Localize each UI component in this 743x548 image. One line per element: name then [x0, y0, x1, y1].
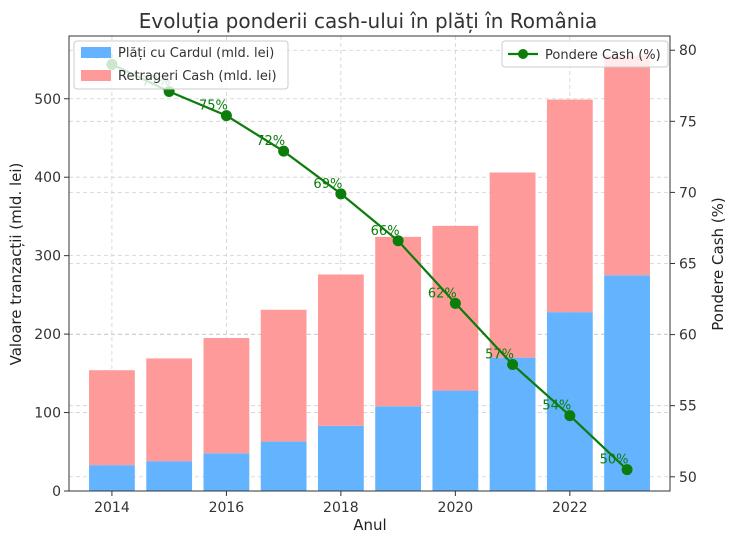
legend-swatch-marker	[518, 49, 528, 59]
y-axis-ticks: 0 100 200 300 400 500	[34, 92, 69, 500]
y-tick-label: 200	[34, 327, 61, 343]
bar-card-2020	[432, 390, 479, 491]
percent-label-2020: 62%	[428, 286, 457, 301]
x-tick-label: 2018	[323, 500, 359, 516]
legend-bars: Plăți cu Cardul (mld. lei) Retrageri Cas…	[73, 40, 289, 90]
percent-label-2016: 75%	[199, 99, 228, 114]
bar-cash-2019	[375, 236, 422, 407]
cash-share-polyline	[111, 63, 628, 471]
bar-cash-2015	[146, 358, 193, 462]
y2-axis-label: Pondere Cash (%)	[709, 197, 727, 331]
bar-card-2019	[375, 406, 422, 491]
bar-cash-2014	[89, 370, 135, 466]
percent-label-2019: 66%	[371, 224, 400, 239]
x-axis-ticks: 2014 2016 2018 2020 2022	[94, 491, 588, 516]
percent-label-2018: 69%	[313, 177, 342, 192]
cash-share-point-2023	[621, 464, 633, 476]
legend-swatch-card	[81, 47, 111, 58]
bar-cash-2022	[546, 99, 593, 313]
y2-tick-label: 55	[679, 399, 697, 415]
x-axis-label: Anul	[353, 516, 386, 534]
y-tick-label: 500	[34, 92, 61, 108]
legend-swatch-cash	[81, 70, 111, 81]
bar-card-2014	[89, 465, 135, 491]
legend-label-card: Plăți cu Cardul (mld. lei)	[118, 46, 274, 61]
bar-cash-2017	[260, 309, 307, 442]
y2-tick-label: 70	[679, 185, 697, 201]
cash-share-point-2017	[278, 145, 290, 157]
legend-frame	[73, 40, 289, 90]
bar-cash-2021	[489, 172, 536, 358]
bar-card-2015	[146, 461, 193, 491]
percent-label-2017: 72%	[256, 134, 285, 149]
cash-share-point-2018	[335, 188, 347, 200]
y-tick-label: 300	[34, 249, 61, 265]
y2-tick-label: 75	[679, 114, 697, 130]
bars	[89, 55, 650, 491]
cash-share-point-2020	[449, 297, 461, 309]
y-axis-label: Valoare tranzacții (mld. lei)	[7, 163, 25, 366]
cash-share-point-2022	[564, 410, 576, 422]
cash-share-point-2021	[507, 358, 519, 370]
bar-cash-2018	[317, 274, 364, 426]
x-tick-label: 2022	[552, 500, 588, 516]
cash-share-line	[106, 58, 633, 476]
y-tick-label: 400	[34, 170, 61, 186]
bar-card-2016	[203, 453, 250, 491]
legend-label-line: Pondere Cash (%)	[545, 48, 661, 63]
percent-label-2023: 50%	[600, 453, 629, 468]
y2-tick-label: 50	[679, 470, 697, 486]
y2-tick-label: 80	[679, 43, 697, 59]
y-tick-label: 0	[52, 484, 61, 500]
percent-label-2021: 57%	[485, 347, 514, 362]
bar-card-2017	[260, 441, 307, 491]
y2-axis-ticks: 50 55 60 65 70 75 80	[670, 43, 697, 486]
cash-share-point-2016	[220, 110, 232, 122]
legend-label-cash: Retrageri Cash (mld. lei)	[118, 69, 277, 84]
legend-frame	[501, 40, 669, 68]
x-tick-label: 2016	[209, 500, 245, 516]
legend-line: Pondere Cash (%)	[501, 40, 669, 68]
bar-card-2021	[489, 357, 536, 491]
y2-tick-label: 60	[679, 328, 697, 344]
x-tick-label: 2020	[438, 500, 474, 516]
x-tick-label: 2014	[94, 500, 130, 516]
chart-title: Evoluția ponderii cash-ului în plăți în …	[139, 9, 598, 33]
y2-tick-label: 65	[679, 257, 697, 273]
percent-label-2022: 54%	[542, 399, 571, 414]
cash-share-point-2019	[392, 235, 404, 247]
bar-cash-2023	[604, 55, 650, 276]
bar-card-2018	[317, 425, 364, 491]
bar-cash-2016	[203, 338, 250, 454]
y-tick-label: 100	[34, 406, 61, 422]
